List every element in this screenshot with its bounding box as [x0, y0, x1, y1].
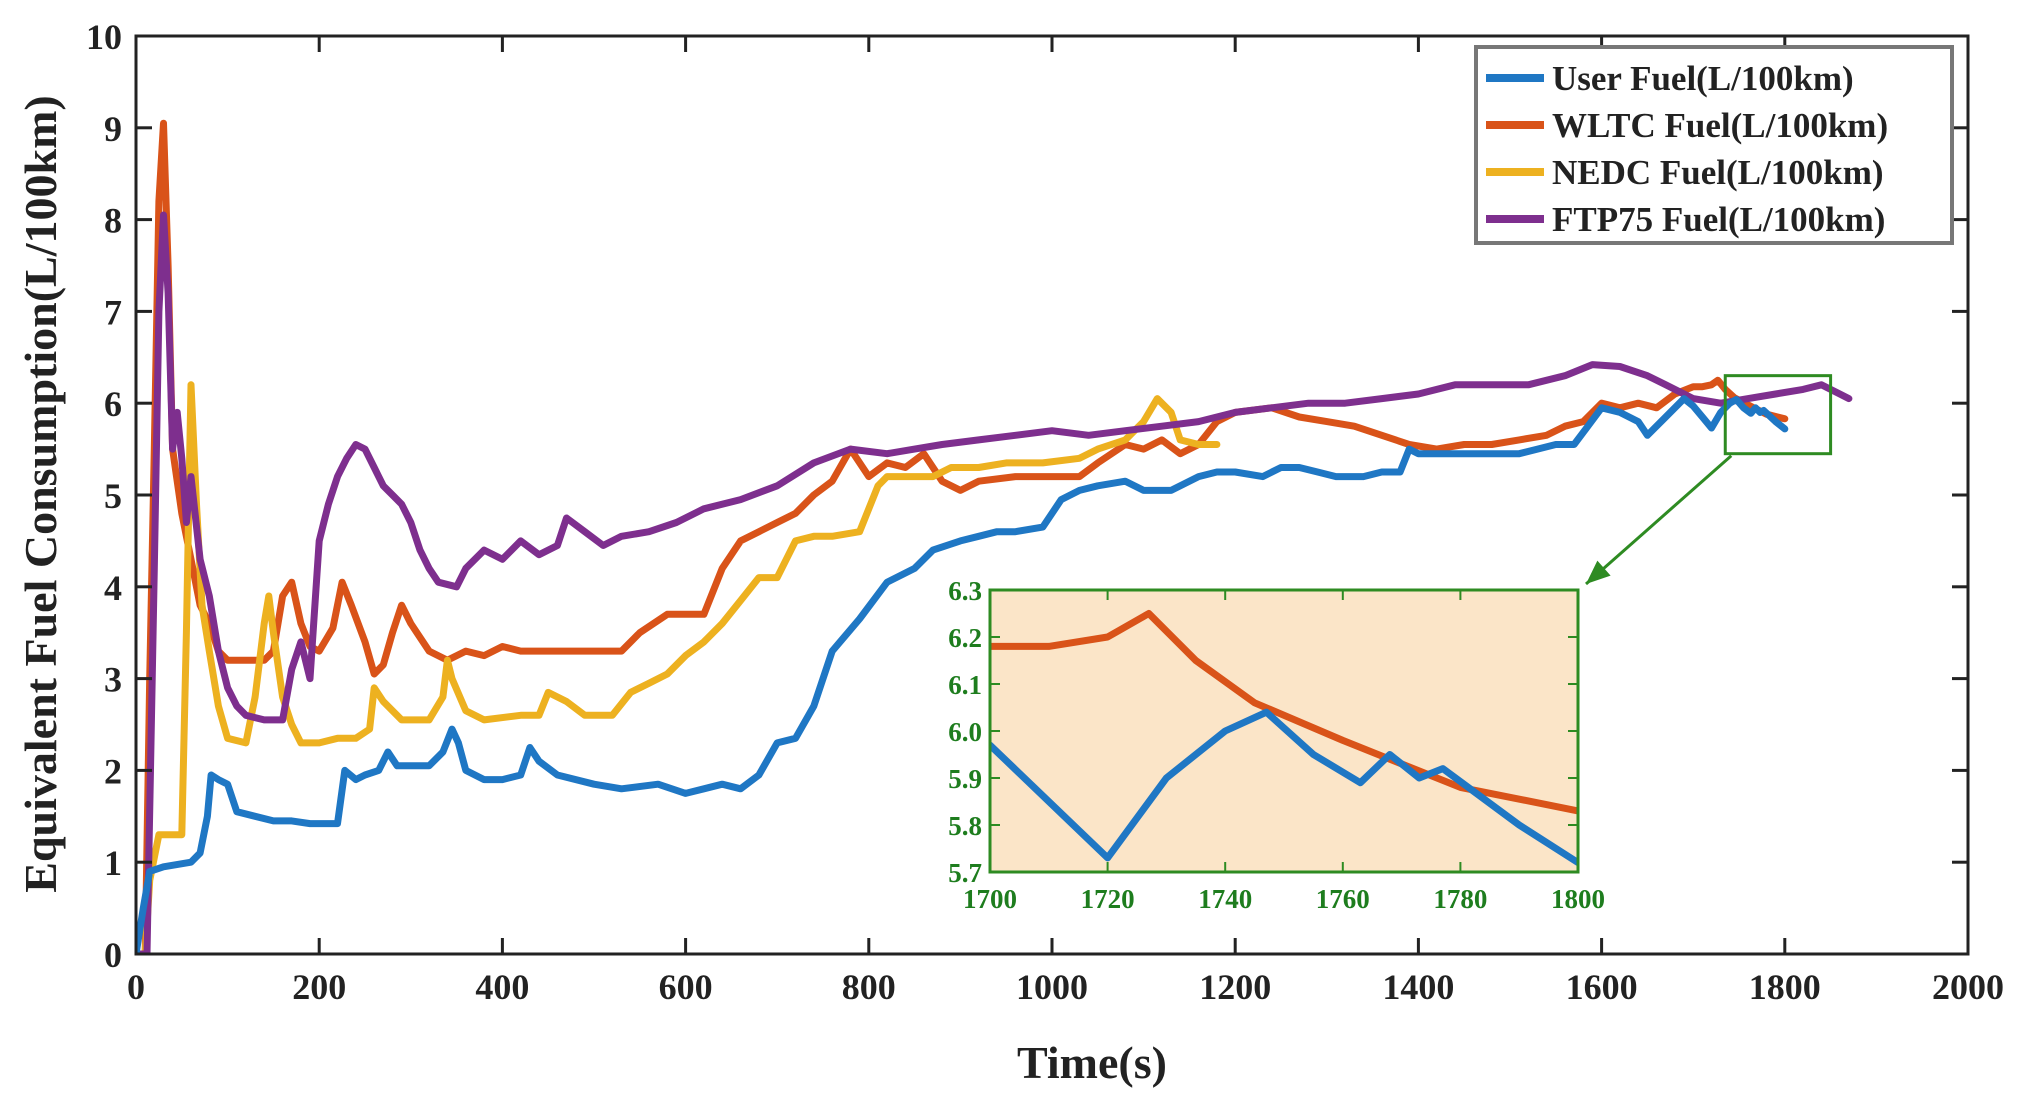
inset-x-tick-label: 1800: [1551, 884, 1605, 914]
inset-x-tick-label: 1740: [1198, 884, 1252, 914]
inset-y-tick-label: 6.3: [948, 576, 982, 606]
legend: User Fuel(L/100km) WLTC Fuel(L/100km) NEDC…: [1474, 45, 1954, 245]
inset-x-tick-label: 1760: [1316, 884, 1370, 914]
legend-label-user-fuel-l-100km: User Fuel(L/100km): [1552, 59, 1854, 98]
x-tick-label: 1800: [1749, 967, 1821, 1007]
inset-y-tick-label: 6.1: [948, 670, 982, 700]
x-tick-label: 1600: [1566, 967, 1638, 1007]
x-tick-label: 800: [842, 967, 896, 1007]
zoom-marker-group: [1585, 374, 1833, 586]
y-tick-label: 7: [104, 292, 122, 332]
inset-y-tick-label: 5.8: [948, 811, 982, 841]
y-tick-label: 4: [104, 568, 122, 608]
series-line-nedc-fuel-l-100km: [136, 381, 1221, 954]
x-tick-label: 1000: [1016, 967, 1088, 1007]
zoom-arrow-head: [1586, 560, 1611, 584]
legend-label-ftp75-fuel-l-100km: FTP75 Fuel(L/100km): [1552, 200, 1885, 239]
inset-x-tick-label: 1720: [1081, 884, 1135, 914]
inset-y-tick-label: 6.0: [948, 717, 982, 747]
y-tick-label: 10: [86, 17, 122, 57]
series-line-user-fuel-l-100km: [136, 395, 1789, 954]
x-tick-label: 400: [475, 967, 529, 1007]
legend-box: [1474, 45, 1954, 245]
main-series-group: [136, 119, 1853, 954]
zoom-arrow-line: [1585, 454, 1733, 586]
x-tick-label: 1200: [1199, 967, 1271, 1007]
inset-y-tick-label: 5.9: [948, 764, 982, 794]
y-tick-label: 6: [104, 384, 122, 424]
inset-x-tick-label: 1700: [963, 884, 1017, 914]
legend-label-wltc-fuel-l-100km: WLTC Fuel(L/100km): [1552, 106, 1888, 145]
zoom-region-box: [1723, 374, 1833, 456]
y-tick-label: 0: [104, 935, 122, 975]
y-tick-label: 3: [104, 660, 122, 700]
y-tick-label: 8: [104, 201, 122, 241]
inset-x-tick-label: 1780: [1433, 884, 1487, 914]
x-tick-label: 0: [127, 967, 145, 1007]
x-tick-label: 600: [659, 967, 713, 1007]
y-tick-label: 5: [104, 476, 122, 516]
inset-chart: 1700 1720 1740 1760 1780 1800 5.7 5.8 5.9 6.0 6.1 6…: [948, 576, 1605, 914]
y-axis-label: Equivalent Fuel Consumption(L/100km): [15, 95, 66, 892]
x-tick-label: 200: [292, 967, 346, 1007]
y-tick-label: 1: [104, 843, 122, 883]
series-line-ftp75-fuel-l-100km: [136, 211, 1853, 954]
x-axis-label: Time(s): [1017, 1037, 1167, 1088]
inset-series-line-user-fuel-l-100km: [990, 708, 1578, 867]
legend-label-nedc-fuel-l-100km: NEDC Fuel(L/100km): [1552, 153, 1884, 192]
inset-y-tick-label: 6.2: [948, 623, 982, 653]
main-axes-group: 0 200 400 600 800 1000 1200 1400 1600 1800 2000 0 1 2…: [86, 17, 2004, 1007]
y-tick-label: 9: [104, 109, 122, 149]
inset-y-tick-label: 5.7: [948, 858, 982, 888]
x-tick-label: 2000: [1932, 967, 2004, 1007]
x-tick-label: 1400: [1382, 967, 1454, 1007]
y-tick-label: 2: [104, 751, 122, 791]
